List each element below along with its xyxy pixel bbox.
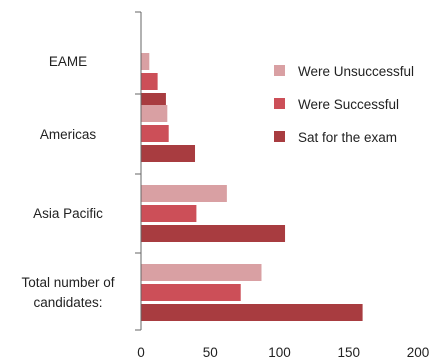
x-tick-label: 50	[203, 345, 218, 360]
bar-were-successful-0	[141, 73, 158, 90]
x-tick-label: 0	[137, 345, 145, 360]
category-labels-group: EAME Americas Asia Pacific Total number of c…	[21, 54, 114, 310]
legend-swatch	[274, 131, 285, 142]
axes-group: 0 50 100 150 200	[135, 11, 430, 360]
bar-were-unsuccessful-1	[141, 105, 168, 122]
legend: Were Unsuccessful Were Successful Sat for …	[274, 64, 414, 145]
x-tick-label: 200	[407, 345, 430, 360]
bar-sat-for-the-exam-1	[141, 145, 196, 162]
legend-label: Sat for the exam	[298, 130, 397, 145]
legend-label: Were Unsuccessful	[298, 64, 414, 79]
legend-swatch	[274, 98, 285, 109]
category-label: EAME	[49, 54, 87, 69]
bar-sat-for-the-exam-3	[141, 304, 363, 321]
bar-were-unsuccessful-3	[141, 264, 262, 281]
bar-sat-for-the-exam-2	[141, 225, 286, 242]
legend-swatch	[274, 65, 285, 76]
bars-group	[141, 53, 363, 321]
bar-were-successful-1	[141, 125, 169, 142]
x-tick-label: 100	[268, 345, 291, 360]
category-label: candidates:	[33, 295, 102, 310]
bar-were-unsuccessful-2	[141, 185, 227, 202]
legend-label: Were Successful	[298, 97, 399, 112]
x-tick-label: 150	[337, 345, 360, 360]
bar-were-successful-2	[141, 205, 197, 222]
bar-were-unsuccessful-0	[141, 53, 150, 70]
category-label: Asia Pacific	[33, 206, 103, 221]
bar-were-successful-3	[141, 284, 241, 301]
category-label: Americas	[40, 127, 97, 142]
category-label: Total number of	[21, 275, 114, 290]
